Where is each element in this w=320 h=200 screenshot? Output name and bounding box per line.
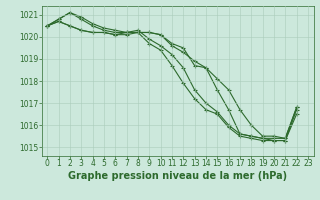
X-axis label: Graphe pression niveau de la mer (hPa): Graphe pression niveau de la mer (hPa)	[68, 171, 287, 181]
